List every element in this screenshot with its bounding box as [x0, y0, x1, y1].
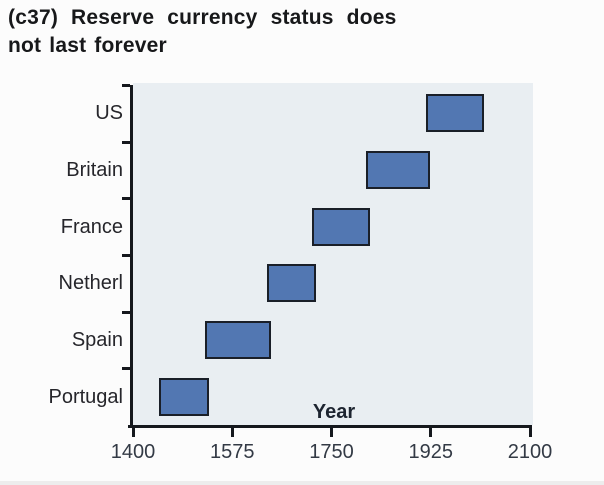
y-tick-4 — [122, 310, 130, 314]
x-label-1750: 1750 — [309, 441, 354, 463]
chart-title-line2: not last forever — [8, 34, 167, 57]
bar-spain — [204, 321, 272, 359]
plot-area — [133, 83, 533, 425]
y-label-britain: Britain — [66, 159, 123, 181]
bar-netherl — [267, 264, 317, 303]
y-label-france: France — [60, 215, 123, 238]
x-label-2100: 2100 — [507, 441, 553, 463]
x-tick-1750 — [330, 428, 333, 437]
y-tick-2 — [122, 197, 130, 201]
y-label-portugal: Portugal — [48, 385, 124, 408]
x-label-1925: 1925 — [408, 441, 454, 463]
y-tick-3 — [122, 254, 130, 257]
y-label-us: US — [95, 102, 123, 125]
y-axis-line — [130, 85, 133, 428]
bar-portugal — [159, 377, 209, 416]
bottom-edge-line — [0, 481, 604, 485]
x-axis-title: Year — [312, 401, 356, 423]
y-tick-0 — [122, 84, 130, 87]
bar-france — [312, 207, 371, 246]
bar-britain — [366, 151, 430, 189]
x-label-1575: 1575 — [210, 441, 255, 463]
y-label-netherl: Netherl — [58, 272, 123, 295]
chart-title: (c37) Reserve currency status does not l… — [8, 4, 568, 60]
x-tick-1575 — [230, 428, 234, 437]
x-label-1400: 1400 — [110, 441, 156, 463]
x-tick-1925 — [429, 428, 433, 437]
x-axis-line — [128, 425, 532, 428]
y-tick-1 — [122, 140, 130, 144]
x-tick-1400 — [131, 428, 135, 437]
chart-title-line1: (c37) Reserve currency status does — [8, 6, 397, 29]
y-label-spain: Spain — [71, 329, 123, 351]
bar-us — [425, 94, 484, 133]
y-tick-5 — [122, 367, 130, 371]
x-tick-2100 — [528, 428, 532, 437]
